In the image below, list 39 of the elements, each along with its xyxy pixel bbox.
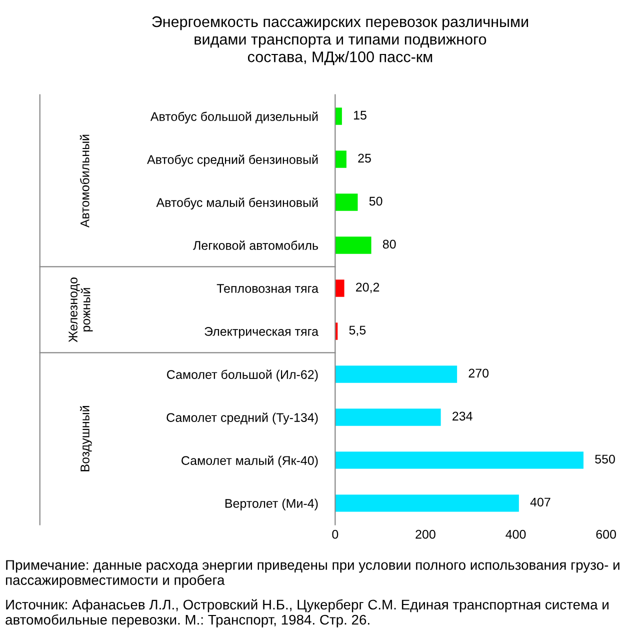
y-tick-label: Вертолет (Ми-4) xyxy=(225,498,318,510)
bar xyxy=(335,408,441,426)
data-label: 25 xyxy=(358,154,371,163)
text: Воздушный xyxy=(80,406,92,472)
data-label: 407 xyxy=(530,498,550,507)
x-tick-label: 200 xyxy=(416,530,436,539)
bar xyxy=(335,236,372,254)
chart-title: Энергоемкость пассажирских перевозок различными видами транспорта и типами подвижного состава, МДж/100 пасс-км xyxy=(152,16,528,66)
bar xyxy=(335,494,519,512)
data-label: 550 xyxy=(595,454,615,464)
text: Железнодо рожный xyxy=(68,278,93,342)
y-tick-label: Самолет средний (Ту-134) xyxy=(166,412,318,424)
y-tick-label: Автобус большой дизельный xyxy=(150,112,318,124)
y-tick-label: Автобус малый бензиновый xyxy=(156,198,318,210)
data-label: 234 xyxy=(452,412,472,421)
bar xyxy=(335,194,358,211)
bar xyxy=(335,452,584,469)
y-tick-label: Самолет малый (Як-40) xyxy=(182,456,318,468)
data-label: 270 xyxy=(468,368,489,378)
text: Источник: Афанасьев Л.Л., Островский Н.Б., Цукерберг С.М. Единая транспортная система и автомобильные перевозки. М.: Транспорт, 1984. Стр. 26. xyxy=(6,599,608,628)
bar xyxy=(335,108,342,125)
y-tick-label: Автобус средний бензиновый xyxy=(147,154,318,166)
bar xyxy=(335,150,346,168)
data-label: 20,2 xyxy=(356,282,380,294)
y-tick-label: Тепловозная тяга xyxy=(216,284,318,293)
bar xyxy=(335,280,344,297)
x-tick-label: 400 xyxy=(506,530,526,539)
data-label: 80 xyxy=(382,240,396,249)
text: Примечание: данные расхода энергии приведены при условии полного использования грузо- и пассажировместимости и пробега xyxy=(6,560,620,588)
data-label: 50 xyxy=(369,196,382,206)
text: Автомобильный xyxy=(80,134,90,228)
y-tick-label: Самолет большой (Ил-62) xyxy=(166,370,318,382)
x-tick-label: 600 xyxy=(596,530,616,539)
x-tick-label: 0 xyxy=(332,530,338,539)
bar xyxy=(335,366,458,383)
y-tick-label: Электрическая тяга xyxy=(204,327,318,338)
y-tick-label: Легковой автомобиль xyxy=(193,240,318,250)
data-label: 5,5 xyxy=(349,326,366,336)
data-label: 15 xyxy=(354,110,366,120)
